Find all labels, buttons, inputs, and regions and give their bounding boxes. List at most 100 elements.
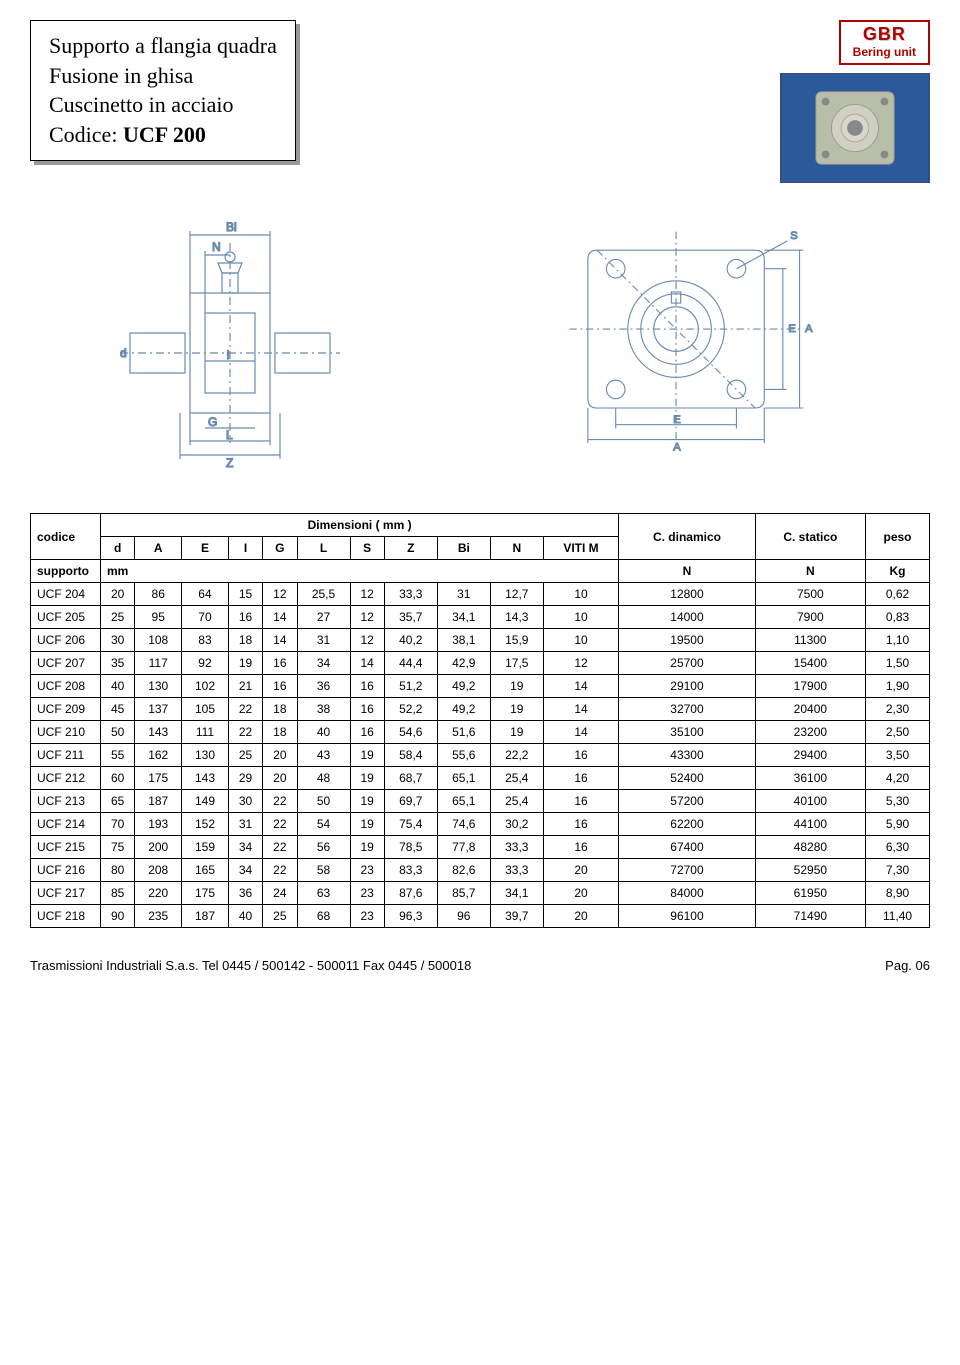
table-cell: 45 — [101, 698, 135, 721]
table-row: UCF 208401301022116361651,249,2191429100… — [31, 675, 930, 698]
table-cell: 5,90 — [866, 813, 930, 836]
table-cell: 16 — [543, 790, 618, 813]
table-row: UCF 217852201753624632387,685,734,120840… — [31, 882, 930, 905]
footer-left: Trasmissioni Industriali S.a.s. Tel 0445… — [30, 958, 471, 973]
table-cell: 34,1 — [490, 882, 543, 905]
label-bi: Bi — [226, 220, 237, 234]
table-cell: 7500 — [755, 583, 865, 606]
table-cell: 70 — [101, 813, 135, 836]
table-cell: 23 — [350, 859, 384, 882]
table-cell: 90 — [101, 905, 135, 928]
table-cell: 7900 — [755, 606, 865, 629]
table-cell: 10 — [543, 629, 618, 652]
th-cdinamico: C. dinamico — [619, 514, 755, 560]
title-line-3: Cuscinetto in acciaio — [49, 90, 277, 120]
table-cell: 31 — [228, 813, 262, 836]
title-line-1: Supporto a flangia quadra — [49, 31, 277, 61]
table-cell: 175 — [182, 882, 229, 905]
table-cell: 220 — [135, 882, 182, 905]
th-d: d — [101, 537, 135, 560]
table-cell: 12 — [350, 583, 384, 606]
th-supporto: supporto — [31, 560, 101, 583]
table-cell: 96,3 — [384, 905, 437, 928]
table-cell: 68,7 — [384, 767, 437, 790]
table-cell: 10 — [543, 583, 618, 606]
table-cell: 25,5 — [297, 583, 350, 606]
table-cell: 31 — [297, 629, 350, 652]
table-cell: 35,7 — [384, 606, 437, 629]
table-cell: 16 — [350, 698, 384, 721]
table-cell: 30 — [101, 629, 135, 652]
table-cell: 19 — [490, 698, 543, 721]
table-cell: 11300 — [755, 629, 865, 652]
table-cell: 20 — [263, 767, 297, 790]
table-row: UCF 209451371052218381652,249,2191432700… — [31, 698, 930, 721]
table-cell: 56 — [297, 836, 350, 859]
table-cell: 44,4 — [384, 652, 437, 675]
table-cell: 20 — [263, 744, 297, 767]
table-cell: 19 — [490, 721, 543, 744]
table-cell: 78,5 — [384, 836, 437, 859]
table-cell: 29400 — [755, 744, 865, 767]
table-cell: 14 — [543, 675, 618, 698]
table-cell: 22 — [263, 813, 297, 836]
table-cell: 71490 — [755, 905, 865, 928]
table-cell: 36 — [228, 882, 262, 905]
table-cell: 4,20 — [866, 767, 930, 790]
table-cell: 25 — [228, 744, 262, 767]
product-photo — [780, 73, 930, 183]
table-cell: 117 — [135, 652, 182, 675]
table-cell: 95 — [135, 606, 182, 629]
table-row: UCF 215752001593422561978,577,833,316674… — [31, 836, 930, 859]
table-cell: 20 — [101, 583, 135, 606]
table-cell: 65,1 — [437, 790, 490, 813]
table-cell: UCF 217 — [31, 882, 101, 905]
table-cell: 193 — [135, 813, 182, 836]
table-cell: 19 — [350, 813, 384, 836]
table-cell: 22 — [263, 836, 297, 859]
table-cell: 3,50 — [866, 744, 930, 767]
table-cell: 64 — [182, 583, 229, 606]
table-cell: 40 — [101, 675, 135, 698]
table-cell: UCF 205 — [31, 606, 101, 629]
th-cstatico: C. statico — [755, 514, 865, 560]
table-cell: 22 — [228, 721, 262, 744]
table-cell: 86 — [135, 583, 182, 606]
table-cell: 70 — [182, 606, 229, 629]
table-cell: 137 — [135, 698, 182, 721]
diagram-side-view: Bi N I d G L Z — [110, 213, 370, 473]
logo-stack: GBR Bering unit — [780, 20, 930, 183]
table-cell: 19 — [228, 652, 262, 675]
th-l: L — [297, 537, 350, 560]
table-cell: 1,90 — [866, 675, 930, 698]
table-cell: 80 — [101, 859, 135, 882]
table-cell: 25,4 — [490, 767, 543, 790]
footer-right: Pag. 06 — [885, 958, 930, 973]
table-cell: 20400 — [755, 698, 865, 721]
table-cell: 17,5 — [490, 652, 543, 675]
table-cell: 20 — [543, 859, 618, 882]
table-cell: 19 — [350, 790, 384, 813]
table-cell: 16 — [350, 675, 384, 698]
table-cell: 92 — [182, 652, 229, 675]
th-z: Z — [384, 537, 437, 560]
table-cell: 200 — [135, 836, 182, 859]
table-cell: 23 — [350, 882, 384, 905]
table-cell: UCF 210 — [31, 721, 101, 744]
brand-sub: Bering unit — [853, 45, 916, 59]
table-cell: 34,1 — [437, 606, 490, 629]
product-photo-icon — [781, 74, 929, 182]
brand-box: GBR Bering unit — [839, 20, 930, 65]
table-cell: 6,30 — [866, 836, 930, 859]
table-cell: 18 — [228, 629, 262, 652]
table-cell: 65,1 — [437, 767, 490, 790]
table-row: UCF 210501431112218401654,651,6191435100… — [31, 721, 930, 744]
label-g: G — [208, 415, 217, 429]
table-cell: UCF 204 — [31, 583, 101, 606]
th-viti: VITI M — [543, 537, 618, 560]
table-cell: 16 — [350, 721, 384, 744]
table-cell: 15 — [228, 583, 262, 606]
table-cell: 38,1 — [437, 629, 490, 652]
table-cell: 83 — [182, 629, 229, 652]
table-cell: 2,30 — [866, 698, 930, 721]
